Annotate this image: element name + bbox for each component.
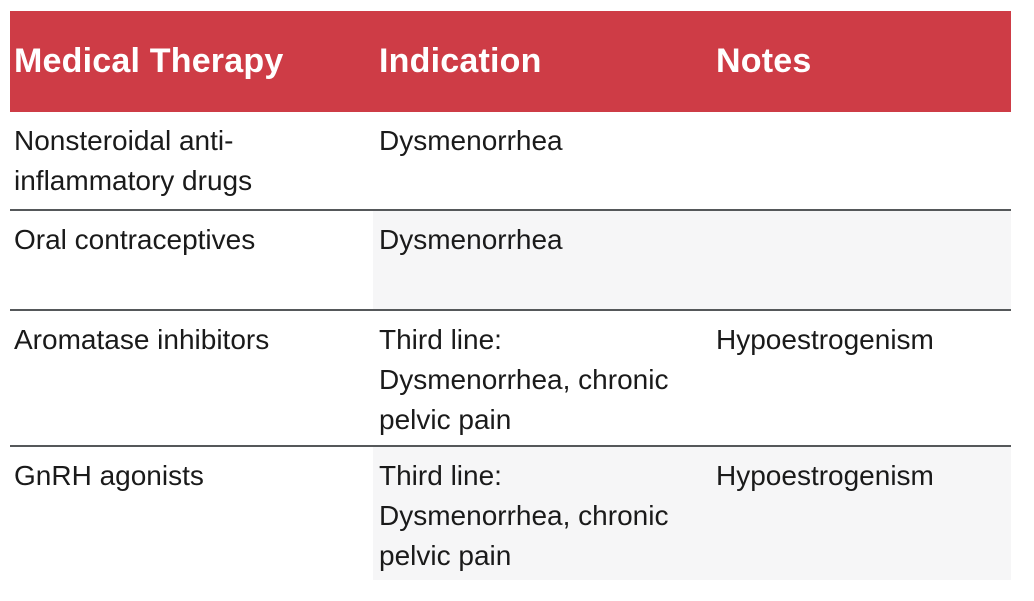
cell-notes [712, 211, 1011, 309]
cell-therapy: Nonsteroidal anti-inflammatory drugs [14, 125, 253, 196]
table-row: Nonsteroidal anti-inflammatory drugs Dys… [10, 112, 1011, 211]
cell-notes: Hypoestrogenism [716, 324, 934, 355]
table-row: GnRH agonists Third line: Dysmenorrhea, … [10, 447, 1011, 580]
cell-therapy: GnRH agonists [14, 460, 204, 491]
cell-indication: Third line: Dysmenorrhea, chronic pelvic… [379, 324, 669, 435]
table-header-row: Medical Therapy Indication Notes [10, 11, 1011, 112]
header-cell-indication: Indication [379, 41, 542, 80]
cell-notes: Hypoestrogenism [712, 447, 1011, 580]
cell-indication: Third line: Dysmenorrhea, chronic pelvic… [373, 447, 712, 580]
header-cell-medical-therapy: Medical Therapy [14, 41, 284, 80]
cell-indication: Dysmenorrhea [379, 125, 563, 156]
header-cell-notes: Notes [716, 41, 812, 80]
table-row: Aromatase inhibitors Third line: Dysmeno… [10, 311, 1011, 447]
cell-indication: Dysmenorrhea [373, 211, 712, 309]
cell-therapy: Oral contraceptives [14, 224, 256, 255]
medical-therapy-table: Medical Therapy Indication Notes Nonster… [10, 11, 1011, 580]
table-row: Oral contraceptives Dysmenorrhea [10, 211, 1011, 311]
cell-therapy: Aromatase inhibitors [14, 324, 270, 355]
cell-notes [712, 112, 1011, 209]
